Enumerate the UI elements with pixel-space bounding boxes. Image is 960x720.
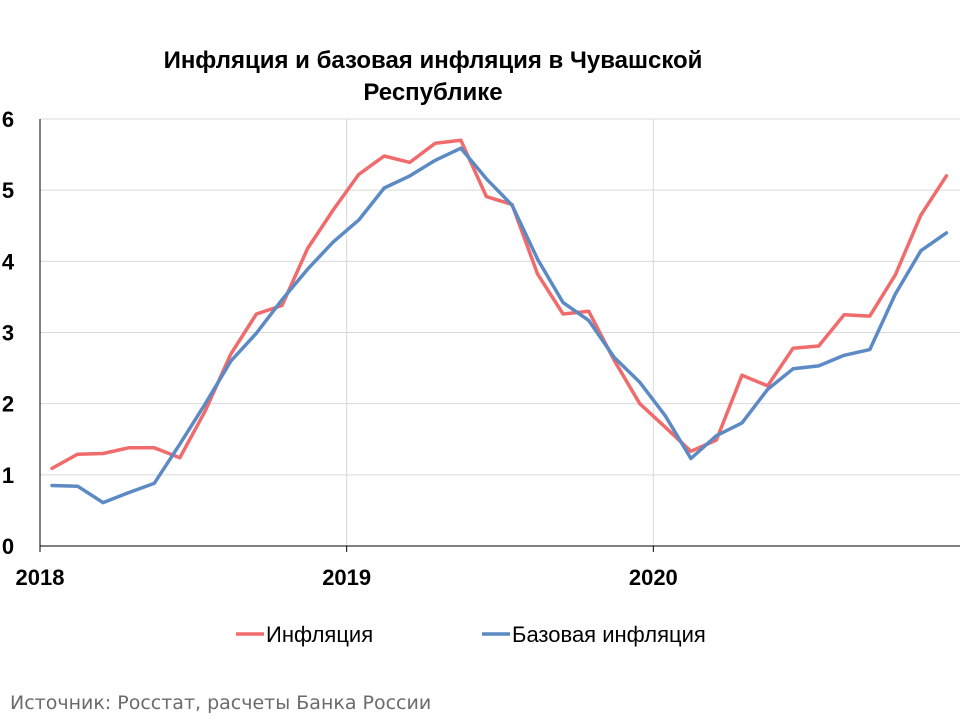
x-tick-label: 2018: [16, 565, 65, 590]
y-tick-label: 4: [2, 249, 15, 274]
series-layer: [50, 138, 949, 505]
y-tick-label: 0: [2, 534, 14, 559]
legend-label-1: Инфляция: [266, 622, 373, 647]
legend-label-2: Базовая инфляция: [512, 622, 706, 647]
series-line-2: [50, 146, 949, 505]
x-tick-label: 2019: [322, 565, 371, 590]
chart-title-line1: Инфляция и базовая инфляция в Чувашской: [164, 47, 703, 74]
chart-title-line2: Республике: [363, 79, 502, 106]
y-tick-label: 6: [2, 107, 14, 132]
axis-layer: 0 1 2 3 4 5 6 2018 2019 2020: [2, 107, 960, 590]
y-tick-label: 2: [2, 392, 14, 417]
y-tick-label: 5: [2, 178, 14, 203]
y-tick-label: 1: [2, 463, 14, 488]
legend: Инфляция Базовая инфляция: [236, 622, 706, 647]
source-note: Источник: Росстат, расчеты Банка России: [10, 692, 432, 714]
series-line-1: [50, 138, 949, 471]
grid-layer: [40, 118, 960, 546]
x-tick-label: 2020: [629, 565, 678, 590]
y-tick-label: 3: [2, 321, 14, 346]
